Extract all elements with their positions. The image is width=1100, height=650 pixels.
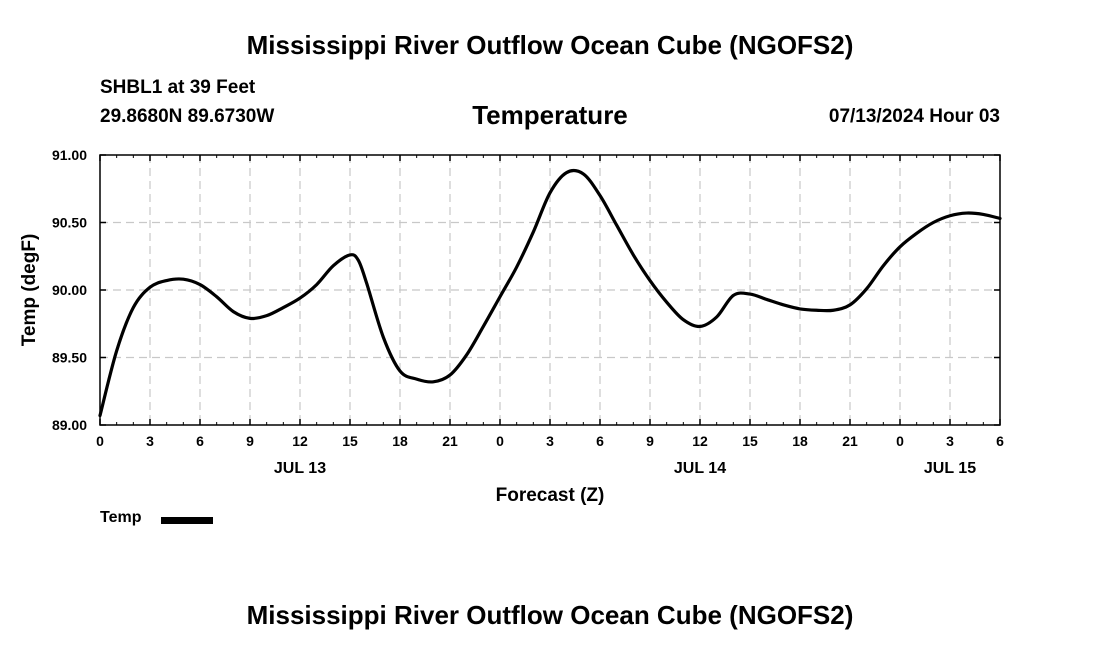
x-tick-label: 3 xyxy=(546,433,554,449)
x-tick-label: 6 xyxy=(996,433,1004,449)
chart-title: Mississippi River Outflow Ocean Cube (NG… xyxy=(246,30,854,60)
x-tick-label: 0 xyxy=(496,433,504,449)
legend-swatch xyxy=(161,517,213,524)
x-tick-label: 3 xyxy=(146,433,154,449)
y-tick-label: 91.00 xyxy=(52,147,87,163)
x-tick-label: 6 xyxy=(196,433,204,449)
y-tick-label: 89.00 xyxy=(52,417,87,433)
variable-title: Temperature xyxy=(472,100,628,130)
temp-series-line xyxy=(98,168,1002,418)
x-tick-label: 12 xyxy=(292,433,308,449)
forecast-datetime: 07/13/2024 Hour 03 xyxy=(828,106,1000,127)
x-tick-label: 0 xyxy=(96,433,104,449)
date-label: JUL 14 xyxy=(674,460,726,477)
x-tick-label: 3 xyxy=(946,433,954,449)
y-tick-label: 90.00 xyxy=(52,282,87,298)
footer-title: Mississippi River Outflow Ocean Cube (NG… xyxy=(246,600,854,630)
date-label: JUL 13 xyxy=(274,460,326,477)
x-tick-label: 6 xyxy=(596,433,604,449)
plot-frame xyxy=(99,154,1001,426)
x-tick-label: 15 xyxy=(742,433,758,449)
legend-label: Temp xyxy=(100,509,142,526)
y-axis-title: Temp (degF) xyxy=(19,234,40,347)
x-tick-label: 18 xyxy=(792,433,808,449)
station-label: SHBL1 at 39 Feet xyxy=(100,77,256,98)
x-tick-label: 21 xyxy=(442,433,458,449)
x-axis-title: Forecast (Z) xyxy=(496,485,605,506)
y-tick-label: 89.50 xyxy=(52,350,87,366)
y-tick-label: 90.50 xyxy=(52,215,87,231)
x-tick-label: 12 xyxy=(692,433,708,449)
station-coordinates: 29.8680N 89.6730W xyxy=(100,106,275,127)
x-tick-label: 9 xyxy=(246,433,254,449)
x-tick-label: 18 xyxy=(392,433,408,449)
date-label: JUL 15 xyxy=(924,460,976,477)
x-tick-label: 0 xyxy=(896,433,904,449)
x-tick-label: 9 xyxy=(646,433,654,449)
x-tick-label: 21 xyxy=(842,433,858,449)
x-tick-label: 15 xyxy=(342,433,358,449)
